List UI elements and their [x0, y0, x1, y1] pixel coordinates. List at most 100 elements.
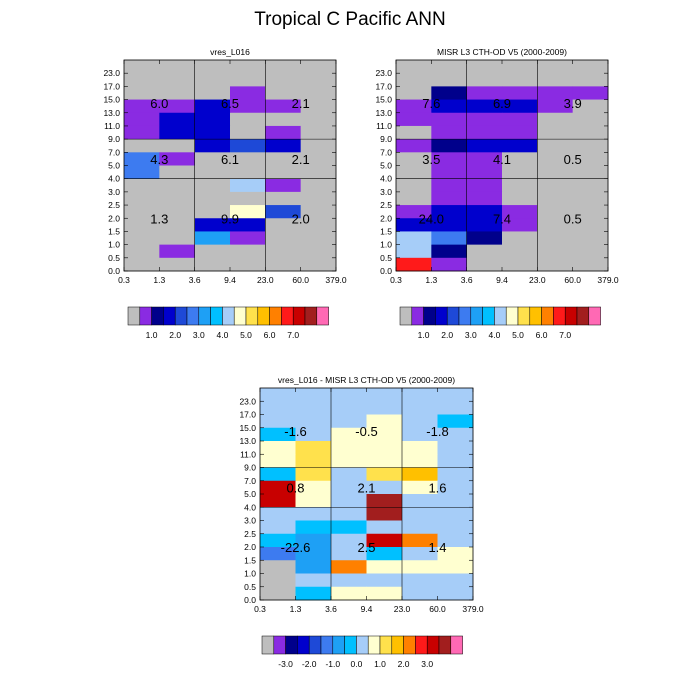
heatmap-cell — [537, 86, 574, 100]
x-tick-label: 1.3 — [153, 275, 165, 285]
y-tick-label: 2.0 — [108, 213, 120, 223]
x-tick-label: 379.0 — [597, 275, 619, 285]
region-value-high-thin: 7.6 — [422, 96, 440, 111]
colorbar-swatch — [261, 635, 275, 655]
x-tick-label: 3.6 — [461, 275, 473, 285]
heatmap-cell — [300, 257, 337, 272]
heatmap-cell — [431, 191, 468, 206]
colorbar-swatch — [564, 306, 578, 326]
heatmap-cell — [260, 427, 296, 442]
colorbar-swatch — [426, 635, 440, 655]
heatmap-cell — [402, 388, 438, 402]
heatmap-cell — [502, 112, 538, 127]
heatmap-cell — [431, 139, 468, 153]
heatmap-cell — [124, 86, 160, 100]
heatmap-cell — [437, 507, 474, 521]
colorbar-swatch — [308, 635, 322, 655]
heatmap-cell — [366, 388, 403, 402]
heatmap-cell — [502, 244, 538, 259]
colorbar-swatch — [399, 306, 413, 326]
y-tick-label: 5.0 — [108, 161, 120, 171]
heatmap-cell — [366, 533, 403, 548]
heatmap-cell — [396, 152, 432, 166]
heatmap-cell — [295, 454, 332, 468]
heatmap-cell — [124, 139, 160, 153]
region-value-high-thick: 2.1 — [292, 96, 310, 111]
heatmap-cell — [230, 86, 266, 100]
colorbar-swatch — [403, 635, 416, 655]
heatmap-cell — [572, 205, 609, 219]
heatmap-cell — [194, 257, 231, 272]
colorbar-swatch — [505, 306, 519, 326]
heatmap-cell — [396, 244, 432, 259]
heatmap-cell — [300, 191, 337, 206]
heatmap-cell — [265, 178, 302, 193]
region-value-low-thick: 2.0 — [292, 211, 310, 226]
x-tick-label: 379.0 — [462, 604, 484, 614]
heatmap-cell — [366, 414, 403, 429]
colorbar-swatch — [222, 306, 235, 326]
heatmap-cell — [295, 414, 332, 429]
heatmap-cell — [396, 178, 432, 193]
heatmap-cell — [194, 112, 231, 127]
heatmap-cell — [159, 60, 196, 74]
colorbar-label: 6.0 — [536, 330, 548, 340]
heatmap-cell — [295, 427, 332, 442]
heatmap-cell — [265, 86, 302, 100]
heatmap-cell — [431, 86, 468, 100]
heatmap-cell — [431, 99, 468, 114]
heatmap-cell — [431, 125, 468, 140]
heatmap-cell — [396, 191, 432, 206]
heatmap-cell — [431, 73, 468, 87]
heatmap-cell — [537, 218, 574, 232]
heatmap-cell — [437, 454, 474, 468]
heatmap-cell — [402, 467, 438, 482]
heatmap-cell — [572, 178, 609, 193]
y-tick-label: 13.0 — [239, 436, 256, 446]
heatmap-cell — [466, 73, 503, 87]
heatmap-cell — [230, 112, 266, 127]
heatmap-cell — [572, 165, 609, 180]
x-tick-label: 3.6 — [189, 275, 201, 285]
heatmap-cell — [502, 99, 538, 114]
colorbar-swatch — [233, 306, 247, 326]
heatmap-cell — [159, 152, 196, 166]
heatmap-cell — [230, 191, 266, 206]
y-tick-label: 4.0 — [108, 174, 120, 184]
heatmap-cell — [396, 86, 432, 100]
y-tick-label: 1.0 — [380, 240, 392, 250]
y-tick-label: 13.0 — [103, 108, 120, 118]
heatmap-cell — [295, 560, 332, 574]
heatmap-cell — [300, 139, 337, 153]
colorbar-swatch — [151, 306, 164, 326]
colorbar-label: 3.0 — [465, 330, 477, 340]
y-tick-label: 5.0 — [244, 489, 256, 499]
y-tick-label: 2.0 — [380, 213, 392, 223]
heatmap-cell — [331, 573, 367, 588]
colorbar-label: 1.0 — [146, 330, 158, 340]
heatmap-cell — [260, 586, 296, 601]
heatmap-cell — [502, 231, 538, 246]
heatmap-cell — [437, 560, 474, 574]
heatmap-cell — [466, 205, 503, 219]
heatmap-cell — [366, 494, 403, 508]
x-tick-label: 23.0 — [257, 275, 274, 285]
heatmap-cell — [502, 125, 538, 140]
heatmap-cell — [124, 112, 160, 127]
colorbar-swatch — [494, 306, 507, 326]
heatmap-cell — [537, 257, 574, 272]
heatmap-cell — [265, 218, 302, 232]
heatmap-cell — [396, 231, 432, 246]
heatmap-cell — [572, 125, 609, 140]
heatmap-cell — [466, 112, 503, 127]
heatmap-cell — [159, 86, 196, 100]
heatmap-cell — [295, 586, 332, 601]
heatmap-cell — [194, 99, 231, 114]
heatmap-cell — [295, 520, 332, 535]
heatmap-cell — [466, 218, 503, 232]
heatmap-cell — [366, 454, 403, 468]
heatmap-cell — [537, 60, 574, 74]
heatmap-cell — [159, 205, 196, 219]
x-tick-label: 0.3 — [390, 275, 402, 285]
heatmap-cell — [124, 125, 160, 140]
